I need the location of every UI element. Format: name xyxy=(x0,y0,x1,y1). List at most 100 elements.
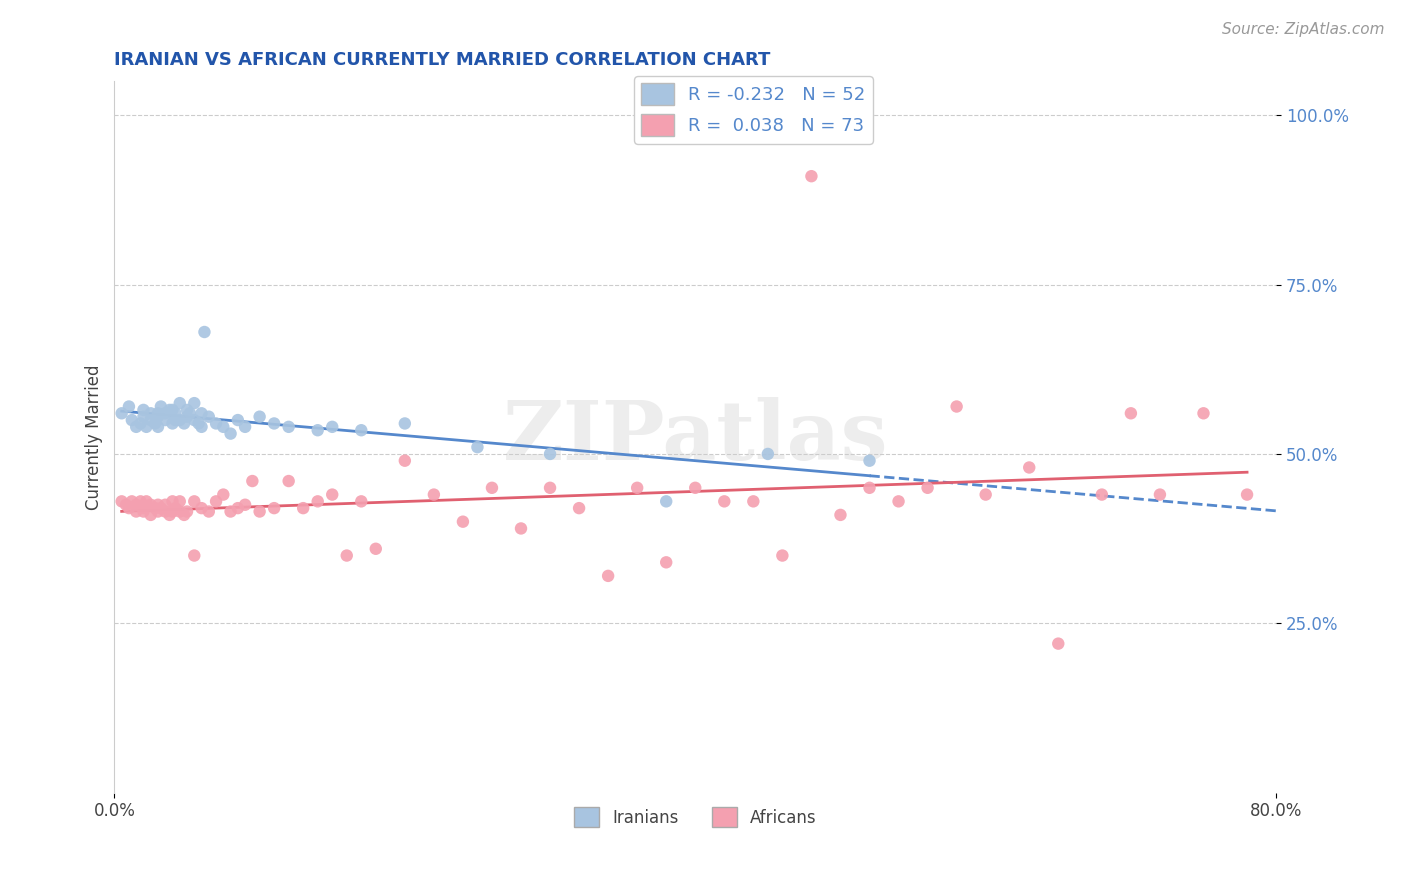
Point xyxy=(1091,487,1114,501)
Point xyxy=(146,420,169,434)
Point xyxy=(1119,406,1142,420)
Point xyxy=(149,501,172,516)
Point xyxy=(129,417,152,431)
Point xyxy=(307,494,329,508)
Point xyxy=(277,420,299,434)
Legend: Iranians, Africans: Iranians, Africans xyxy=(567,800,824,834)
Point xyxy=(190,501,212,516)
Point xyxy=(321,487,343,501)
Point xyxy=(179,406,201,420)
Point xyxy=(118,501,141,516)
Point xyxy=(155,504,177,518)
Point xyxy=(159,508,181,522)
Point xyxy=(467,440,489,454)
Text: Source: ZipAtlas.com: Source: ZipAtlas.com xyxy=(1222,22,1385,37)
Point xyxy=(481,481,503,495)
Point xyxy=(183,396,205,410)
Point xyxy=(683,481,706,495)
Point xyxy=(149,400,172,414)
Point xyxy=(219,426,242,441)
Point xyxy=(277,474,299,488)
Point xyxy=(598,569,620,583)
Point xyxy=(139,498,162,512)
Point xyxy=(205,494,228,508)
Point xyxy=(111,494,134,508)
Point xyxy=(139,406,162,420)
Point xyxy=(394,417,416,431)
Point xyxy=(321,420,343,434)
Point xyxy=(1236,487,1258,501)
Point xyxy=(115,498,138,512)
Point xyxy=(858,453,880,467)
Point xyxy=(219,504,242,518)
Point xyxy=(173,417,195,431)
Point xyxy=(125,504,148,518)
Point xyxy=(364,541,387,556)
Point xyxy=(169,413,191,427)
Point xyxy=(742,494,765,508)
Point xyxy=(183,494,205,508)
Point xyxy=(212,420,235,434)
Point xyxy=(226,413,249,427)
Point xyxy=(655,555,678,569)
Point xyxy=(135,494,157,508)
Point xyxy=(139,508,162,522)
Point xyxy=(190,420,212,434)
Point xyxy=(118,400,141,414)
Point xyxy=(125,420,148,434)
Point xyxy=(423,487,446,501)
Point xyxy=(132,501,155,516)
Point xyxy=(205,417,228,431)
Point xyxy=(146,406,169,420)
Point xyxy=(233,498,256,512)
Point xyxy=(263,501,285,516)
Point xyxy=(350,423,373,437)
Point xyxy=(155,406,177,420)
Point xyxy=(292,501,315,516)
Point xyxy=(162,417,184,431)
Point xyxy=(132,403,155,417)
Point xyxy=(169,504,191,518)
Point xyxy=(917,481,939,495)
Point xyxy=(713,494,735,508)
Point xyxy=(173,508,195,522)
Point xyxy=(451,515,474,529)
Point xyxy=(538,447,561,461)
Point xyxy=(135,420,157,434)
Point xyxy=(187,417,209,431)
Point xyxy=(226,501,249,516)
Point xyxy=(858,481,880,495)
Point xyxy=(162,403,184,417)
Point xyxy=(125,498,148,512)
Point xyxy=(249,409,271,424)
Point xyxy=(233,420,256,434)
Point xyxy=(159,403,181,417)
Point xyxy=(350,494,373,508)
Point xyxy=(887,494,910,508)
Point xyxy=(121,494,143,508)
Point xyxy=(183,413,205,427)
Point xyxy=(1047,637,1070,651)
Point xyxy=(190,406,212,420)
Point xyxy=(193,325,215,339)
Point xyxy=(1192,406,1215,420)
Point xyxy=(155,498,177,512)
Point xyxy=(212,487,235,501)
Point xyxy=(176,403,198,417)
Point xyxy=(146,409,169,424)
Point xyxy=(111,406,134,420)
Point xyxy=(198,504,221,518)
Text: ZIPatlas: ZIPatlas xyxy=(502,397,889,477)
Point xyxy=(830,508,852,522)
Point xyxy=(568,501,591,516)
Point xyxy=(655,494,678,508)
Point xyxy=(129,494,152,508)
Point xyxy=(263,417,285,431)
Point xyxy=(132,409,155,424)
Point xyxy=(800,169,823,184)
Point xyxy=(139,413,162,427)
Point xyxy=(162,504,184,518)
Point xyxy=(146,498,169,512)
Point xyxy=(945,400,967,414)
Point xyxy=(307,423,329,437)
